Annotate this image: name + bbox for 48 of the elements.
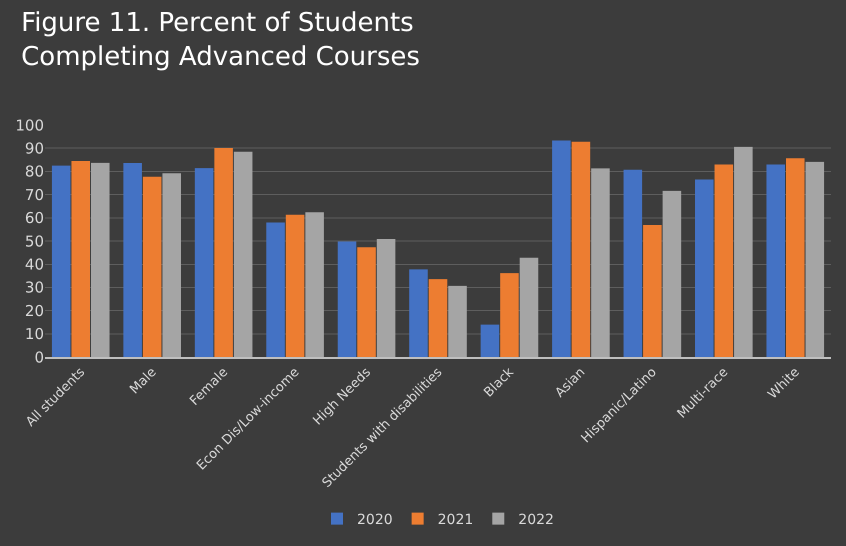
legend-label: 2022 xyxy=(518,512,554,528)
bar xyxy=(357,247,376,358)
y-tick-label: 20 xyxy=(24,302,44,320)
bar xyxy=(572,142,590,358)
bar xyxy=(286,214,304,358)
bar xyxy=(643,225,662,358)
y-tick-label: 0 xyxy=(34,348,44,366)
chart-title: Figure 11. Percent of Students Completing Advanced Courses xyxy=(21,8,420,72)
bar xyxy=(409,269,428,358)
bar xyxy=(552,140,571,358)
y-tick-label: 90 xyxy=(24,139,44,158)
y-tick-label: 70 xyxy=(24,186,44,204)
bar xyxy=(234,152,252,358)
bar xyxy=(591,168,610,358)
bar xyxy=(662,190,682,358)
bar xyxy=(520,258,538,358)
bar xyxy=(194,168,214,358)
bar xyxy=(766,164,786,358)
bar xyxy=(214,148,233,358)
y-tick-label: 40 xyxy=(24,256,44,274)
y-tick-label: 50 xyxy=(24,232,44,250)
bar xyxy=(448,286,467,358)
bar xyxy=(500,273,519,358)
bar xyxy=(162,173,181,358)
bar xyxy=(714,164,734,358)
bar xyxy=(71,160,90,358)
y-tick-label: 80 xyxy=(24,162,44,181)
bar xyxy=(806,162,824,358)
legend-label: 2021 xyxy=(438,512,474,528)
bar xyxy=(305,212,324,358)
bar xyxy=(123,163,142,358)
y-tick-label: 100 xyxy=(15,116,44,134)
y-tick-label: 10 xyxy=(24,325,44,344)
bar xyxy=(338,242,356,358)
bar xyxy=(266,222,285,358)
bar xyxy=(624,170,642,358)
legend-label: 2020 xyxy=(357,512,393,528)
y-tick-label: 30 xyxy=(24,278,44,297)
bar xyxy=(734,146,753,358)
bar xyxy=(376,238,396,358)
bar xyxy=(52,166,70,358)
y-tick-label: 60 xyxy=(24,209,44,228)
bar xyxy=(480,324,500,358)
bar xyxy=(786,158,805,358)
bar xyxy=(428,279,448,358)
bar xyxy=(90,162,110,358)
bar xyxy=(142,176,162,358)
bar xyxy=(695,180,714,358)
